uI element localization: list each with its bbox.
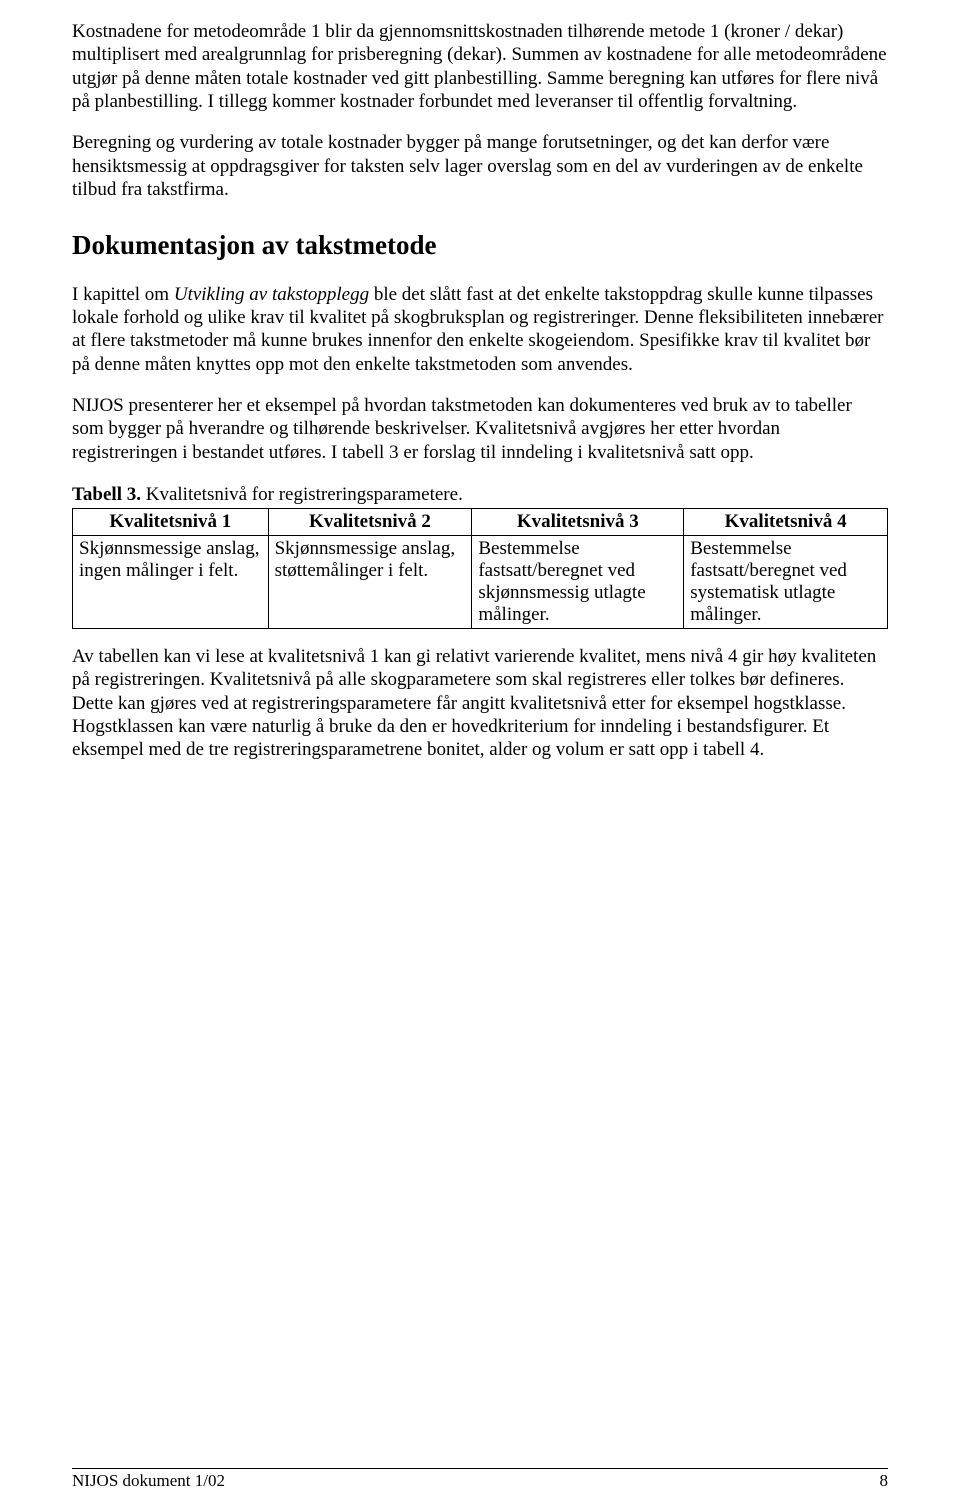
table3-cell-3: Bestemmelse fastsatt/beregnet ved skjønn… bbox=[472, 536, 684, 629]
table3-header-3: Kvalitetsnivå 3 bbox=[472, 509, 684, 536]
page: Kostnadene for metodeområde 1 blir da gj… bbox=[0, 0, 960, 1511]
p3-lead: I kapittel om bbox=[72, 284, 174, 305]
page-footer: NIJOS dokument 1/02 8 bbox=[72, 1468, 888, 1491]
table3: Kvalitetsnivå 1 Kvalitetsnivå 2 Kvalitet… bbox=[72, 508, 888, 629]
table3-header-1: Kvalitetsnivå 1 bbox=[73, 509, 269, 536]
paragraph-5: Av tabellen kan vi lese at kvalitetsnivå… bbox=[72, 645, 888, 762]
table3-cell-1: Skjønnsmessige anslag, ingen målinger i … bbox=[73, 536, 269, 629]
footer-page-number: 8 bbox=[880, 1471, 889, 1491]
p3-italic: Utvikling av takstopplegg bbox=[174, 284, 369, 305]
table3-caption-text: Kvalitetsnivå for registreringsparameter… bbox=[141, 484, 463, 505]
table3-cell-4: Bestemmelse fastsatt/beregnet ved system… bbox=[684, 536, 888, 629]
table3-caption-label: Tabell 3. bbox=[72, 484, 141, 505]
paragraph-4: NIJOS presenterer her et eksempel på hvo… bbox=[72, 394, 888, 464]
paragraph-2: Beregning og vurdering av totale kostnad… bbox=[72, 131, 888, 201]
footer-left: NIJOS dokument 1/02 bbox=[72, 1471, 225, 1491]
table3-caption: Tabell 3. Kvalitetsnivå for registrering… bbox=[72, 484, 888, 506]
paragraph-3: I kapittel om Utvikling av takstopplegg … bbox=[72, 283, 888, 376]
table3-row: Skjønnsmessige anslag, ingen målinger i … bbox=[73, 536, 888, 629]
table3-header-2: Kvalitetsnivå 2 bbox=[268, 509, 472, 536]
table3-header-4: Kvalitetsnivå 4 bbox=[684, 509, 888, 536]
section-heading: Dokumentasjon av takstmetode bbox=[72, 230, 888, 261]
table3-cell-2: Skjønnsmessige anslag, støttemålinger i … bbox=[268, 536, 472, 629]
table3-header-row: Kvalitetsnivå 1 Kvalitetsnivå 2 Kvalitet… bbox=[73, 509, 888, 536]
paragraph-1: Kostnadene for metodeområde 1 blir da gj… bbox=[72, 20, 888, 113]
